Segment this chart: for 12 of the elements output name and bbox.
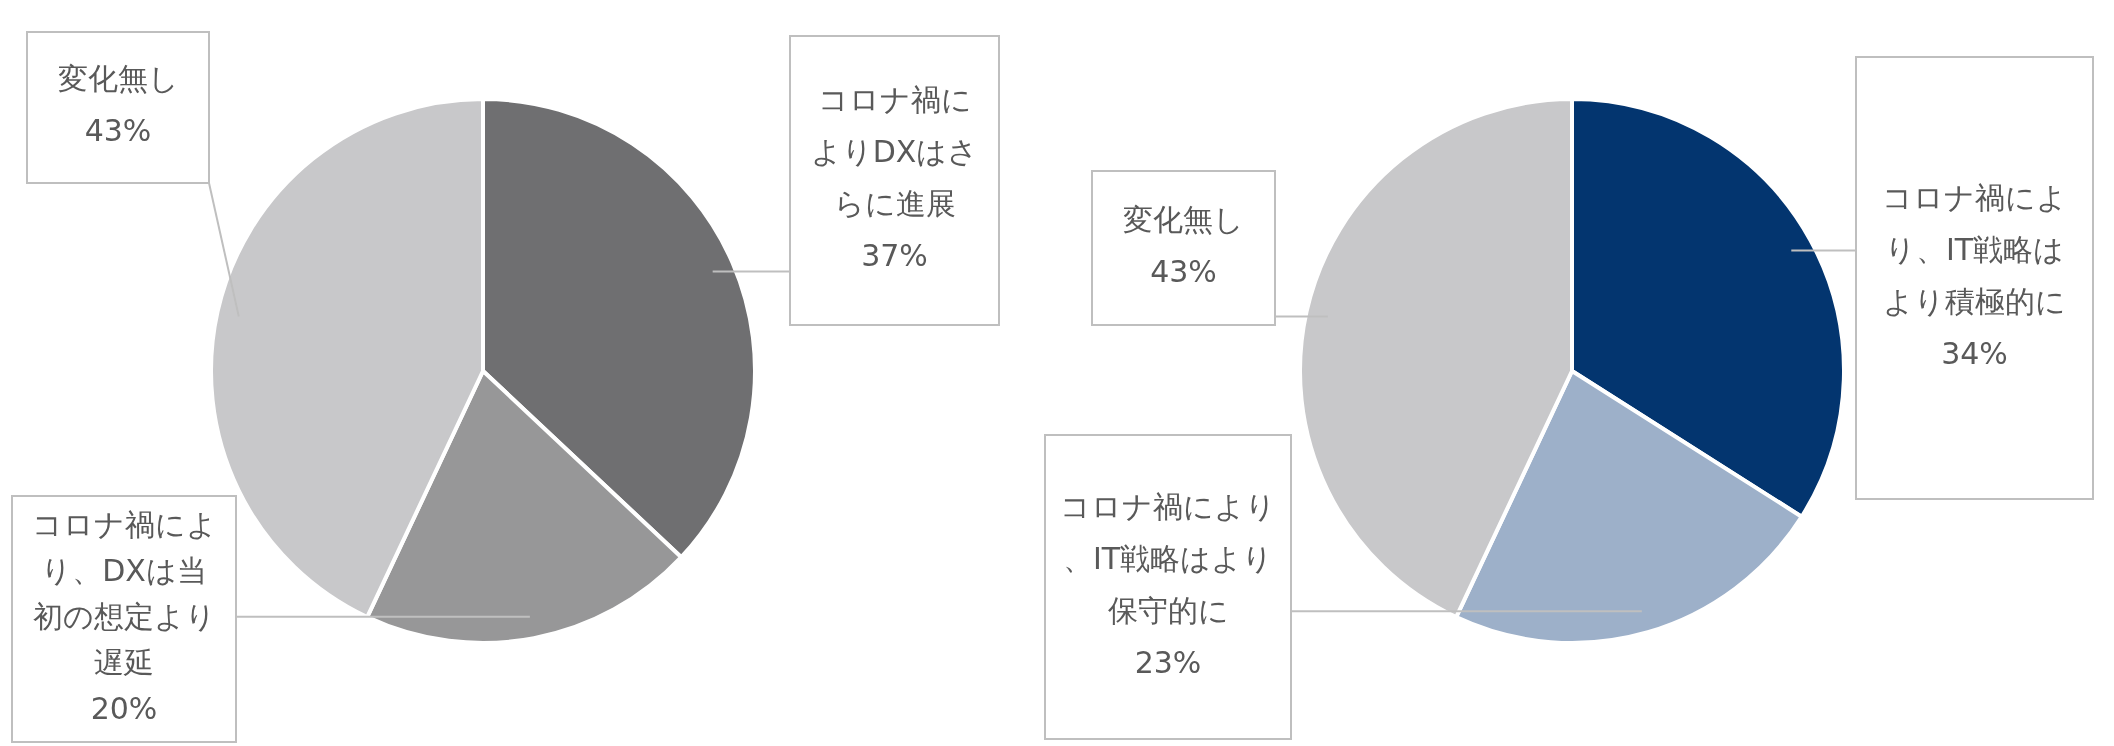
slice-label: コロナ禍によりDXはさらに進展	[810, 82, 979, 222]
slice-label: コロナ禍により、IT戦略はより保守的に	[1060, 488, 1276, 628]
slice-label: コロナ禍により、DXは当初の想定より遅延	[31, 506, 217, 680]
slice-label: 変化無し	[57, 61, 179, 97]
slice-label: 変化無し	[1123, 201, 1244, 237]
data-label: 23%	[1134, 644, 1202, 680]
data-label: 43%	[84, 113, 152, 149]
slice-label: コロナ禍により、IT戦略はより積極的に	[1882, 179, 2067, 319]
data-label: 34%	[1941, 335, 2008, 371]
data-label: 37%	[861, 238, 928, 274]
data-label: 20%	[90, 690, 158, 726]
data-label: 43%	[1150, 253, 1217, 289]
